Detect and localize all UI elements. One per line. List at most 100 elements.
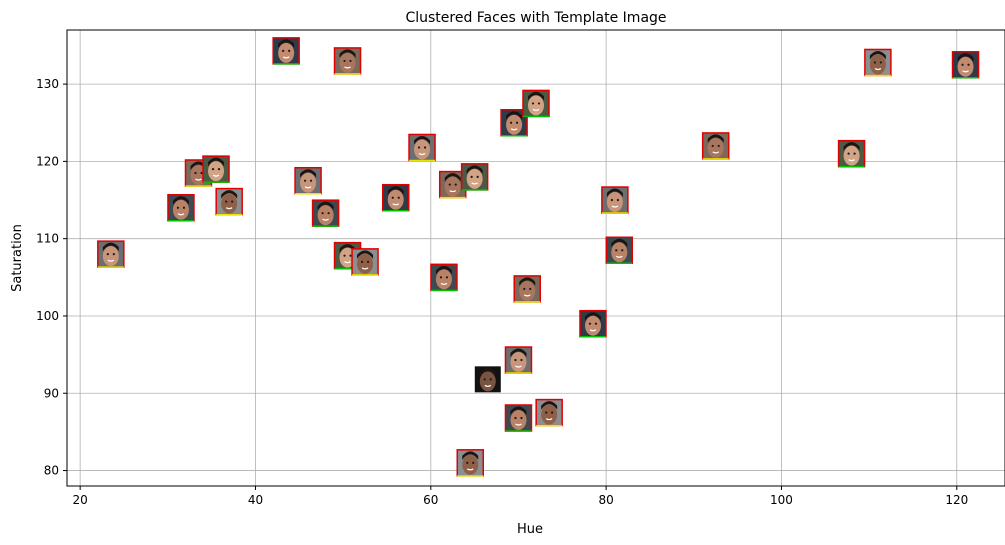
face-eye: [961, 63, 964, 66]
face-shape: [510, 409, 527, 430]
y-tick-label: 100: [36, 309, 59, 323]
face-hair: [414, 135, 431, 145]
face-eye: [288, 49, 291, 52]
face-mouth: [361, 267, 369, 270]
face-shape: [606, 192, 623, 213]
face-eye: [454, 183, 457, 186]
face-mouth: [344, 66, 351, 69]
face-eye: [537, 102, 541, 105]
face-shape: [317, 205, 334, 226]
face-eye: [470, 175, 473, 178]
y-axis-ticks: 80 90 100 110 120 130: [36, 77, 67, 478]
y-tick-label: 80: [44, 464, 59, 478]
face-point: [504, 346, 533, 374]
face-shape: [584, 315, 601, 336]
face-eye: [343, 59, 346, 63]
face-hair: [843, 142, 860, 151]
face-eye: [873, 61, 876, 64]
data-points: [97, 37, 980, 477]
face-shape: [444, 176, 461, 197]
face-eye: [514, 416, 517, 420]
face-eye: [445, 276, 449, 279]
face-point: [601, 186, 629, 214]
face-point: [430, 263, 458, 292]
x-tick-label: 120: [945, 493, 968, 507]
face-eye: [515, 121, 519, 124]
face-shape: [357, 253, 374, 274]
face-shape: [843, 145, 860, 166]
face-mouth: [440, 282, 448, 285]
y-tick-label: 120: [36, 154, 59, 168]
face-eye: [423, 146, 427, 149]
face-hair: [317, 201, 334, 211]
face-hair: [510, 348, 527, 358]
face-mouth: [848, 159, 855, 162]
face-mouth: [392, 203, 400, 206]
face-eye: [182, 206, 186, 209]
face-mouth: [589, 329, 597, 332]
face-mouth: [449, 190, 457, 193]
face-hair: [278, 39, 295, 48]
face-eye: [360, 260, 364, 263]
face-mouth: [322, 218, 329, 221]
face-eye: [472, 461, 475, 464]
face-shape: [707, 137, 724, 158]
face-shape: [300, 172, 317, 193]
face-shape: [528, 95, 544, 116]
face-eye: [349, 59, 352, 63]
face-mouth: [466, 468, 474, 471]
face-eye: [225, 200, 228, 203]
face-eye: [520, 358, 523, 362]
face-hair: [611, 238, 628, 248]
face-eye: [282, 49, 285, 52]
face-point: [294, 166, 322, 195]
face-point: [167, 194, 195, 222]
face-eye: [321, 212, 324, 215]
face-hair: [172, 196, 189, 205]
face-eye: [476, 175, 479, 178]
face-hair: [707, 134, 724, 143]
face-point: [333, 47, 362, 75]
face-mouth: [177, 213, 185, 216]
face-eye: [176, 206, 180, 209]
face-mouth: [874, 67, 882, 71]
face-eye: [391, 196, 394, 199]
face-point: [460, 163, 489, 191]
face-mouth: [225, 207, 233, 210]
face-eye: [366, 260, 370, 263]
face-eye: [417, 146, 421, 149]
face-eye: [211, 168, 215, 171]
face-point: [535, 398, 563, 427]
face-hair: [221, 190, 238, 199]
face-hair: [300, 169, 317, 178]
plot-frame: [66, 29, 1005, 487]
face-hair: [435, 265, 452, 275]
face-mouth: [418, 152, 426, 156]
face-mouth: [615, 255, 623, 258]
face-hair: [519, 277, 536, 286]
face-eye: [594, 322, 598, 325]
face-mouth: [484, 384, 492, 387]
face-shape: [611, 242, 628, 263]
face-hair: [339, 49, 356, 58]
face-eye: [847, 152, 850, 155]
face-mouth: [195, 178, 202, 181]
face-mouth: [515, 423, 522, 426]
face-shape: [479, 371, 496, 392]
face-hair: [357, 250, 374, 259]
x-axis-label: Hue: [517, 522, 543, 537]
x-tick-label: 80: [598, 493, 613, 507]
face-eye: [217, 168, 221, 171]
y-tick-label: 130: [36, 77, 59, 91]
face-hair: [541, 401, 558, 410]
face-mouth: [510, 128, 518, 131]
face-eye: [439, 276, 443, 279]
face-mouth: [471, 182, 478, 185]
face-eye: [529, 287, 532, 291]
face-eye: [448, 183, 451, 186]
face-shape: [387, 189, 404, 210]
template-image-point: [474, 366, 501, 393]
face-hair: [466, 165, 483, 174]
face-eye: [588, 322, 592, 325]
